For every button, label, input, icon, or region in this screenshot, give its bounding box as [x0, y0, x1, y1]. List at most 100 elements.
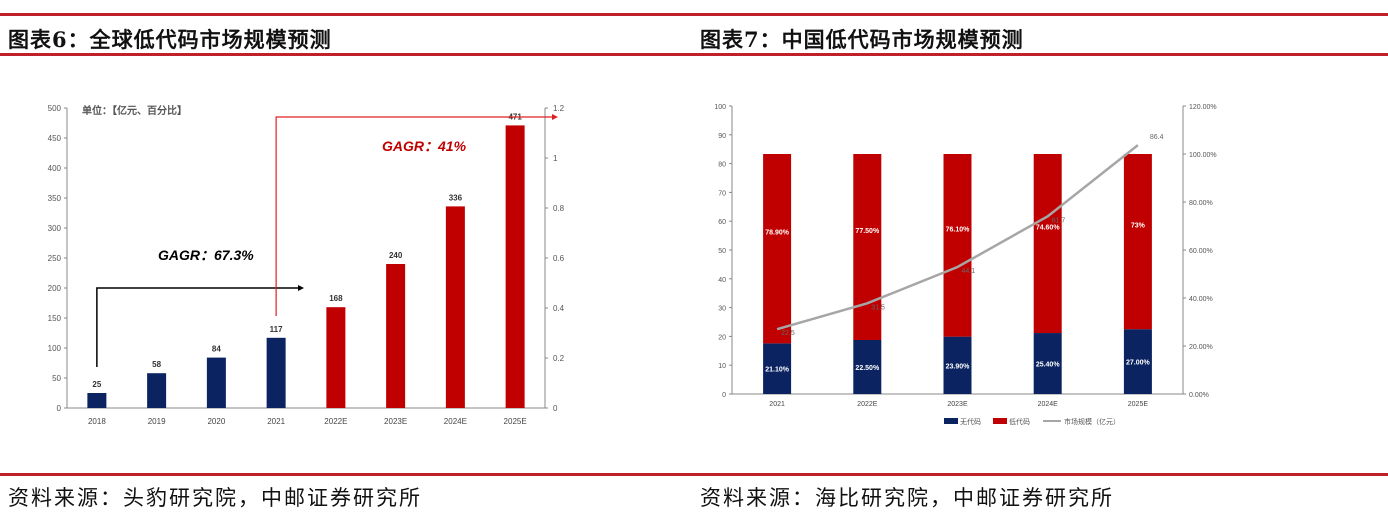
y2-tick-label: 100.00%	[1189, 152, 1217, 159]
x-tick-label: 2021	[267, 417, 285, 426]
cagr-label-2018-2021: GAGR：67.3%	[158, 247, 254, 263]
chart7-source: 资料来源：海比研究院，中邮证券研究所	[700, 486, 1114, 510]
arrow-head	[552, 114, 558, 120]
market-size-label: 31.5	[871, 304, 885, 311]
lowcode-share-label: 73%	[1131, 223, 1146, 230]
y2-tick-label: 20.00%	[1189, 344, 1213, 351]
x-tick-label: 2020	[207, 417, 225, 426]
y-tick-label: 500	[48, 104, 62, 113]
x-tick-label: 2023E	[947, 401, 968, 408]
bar-2025E	[505, 125, 525, 409]
legend-label-nocode: 无代码	[960, 417, 981, 426]
bar-lowcode-2024E	[1033, 154, 1062, 334]
cagr-arrow-2018-2021	[96, 287, 300, 367]
market-size-label: 44.1	[962, 268, 976, 275]
y-tick-label: 80	[718, 162, 726, 169]
bar-nocode-2022E	[853, 340, 882, 394]
x-tick-label: 2025E	[504, 417, 527, 426]
y-tick-label: 40	[718, 277, 726, 284]
y-tick-label: 200	[48, 284, 62, 293]
x-tick-label: 2022E	[324, 417, 347, 426]
arrow-head	[298, 285, 304, 291]
legend-swatch-lowcode	[993, 418, 1007, 424]
y2-tick-label: 0.4	[553, 304, 565, 313]
bar-value-label: 84	[212, 345, 221, 354]
bar-value-label: 25	[92, 380, 101, 389]
y-tick-label: 150	[48, 314, 62, 323]
y2-tick-label: 80.00%	[1189, 200, 1213, 207]
y-tick-label: 350	[48, 194, 62, 203]
y-tick-label: 50	[718, 248, 726, 255]
y-tick-label: 100	[48, 344, 62, 353]
y-tick-label: 300	[48, 224, 62, 233]
nocode-share-label: 22.50%	[855, 365, 880, 372]
lowcode-share-label: 77.50%	[855, 228, 880, 235]
y-tick-label: 0	[722, 392, 726, 399]
bar-lowcode-2025E	[1123, 154, 1152, 330]
bar-value-label: 240	[389, 251, 403, 260]
y-tick-label: 70	[718, 190, 726, 197]
nocode-share-label: 25.40%	[1036, 362, 1061, 369]
y-tick-label: 400	[48, 164, 62, 173]
y2-tick-label: 0.8	[553, 204, 565, 213]
legend-swatch-nocode	[944, 418, 958, 424]
legend-label-market-size: 市场规模（亿元）	[1064, 417, 1120, 426]
nocode-share-label: 21.10%	[765, 367, 790, 374]
y-tick-label: 250	[48, 254, 62, 263]
market-size-label: 86.4	[1150, 134, 1164, 141]
y2-tick-label: 120.00%	[1189, 104, 1217, 111]
chart6-title: 图表6：全球低代码市场规模预测	[8, 27, 332, 52]
bar-value-label: 168	[329, 294, 343, 303]
bar-2018	[87, 393, 107, 408]
bar-lowcode-2023E	[943, 154, 972, 337]
source-rule	[0, 473, 1388, 476]
x-tick-label: 2025E	[1128, 401, 1149, 408]
lowcode-share-label: 78.90%	[765, 230, 790, 237]
x-tick-label: 2022E	[857, 401, 878, 408]
y2-tick-label: 1.2	[553, 104, 565, 113]
bar-2019	[147, 373, 167, 408]
bar-2024E	[445, 206, 465, 408]
y-tick-label: 30	[718, 306, 726, 313]
market-size-label: 61.7	[1052, 217, 1066, 224]
y-tick-label: 90	[718, 133, 726, 140]
bar-2020	[206, 357, 226, 408]
cagr-label-2021-2025: GAGR：41%	[382, 138, 467, 154]
bar-nocode-2021	[763, 343, 792, 394]
y2-tick-label: 0.2	[553, 354, 565, 363]
y2-tick-label: 60.00%	[1189, 248, 1213, 255]
y2-tick-label: 1	[553, 154, 558, 163]
bar-2021	[266, 337, 286, 408]
y-tick-label: 20	[718, 334, 726, 341]
bar-nocode-2025E	[1123, 329, 1152, 394]
top-rule	[0, 13, 1388, 16]
x-tick-label: 2023E	[384, 417, 407, 426]
y2-tick-label: 0	[553, 404, 558, 413]
y2-tick-label: 0.00%	[1189, 392, 1209, 399]
bar-2022E	[326, 307, 346, 408]
x-tick-label: 2018	[88, 417, 106, 426]
market-size-line	[776, 144, 1139, 331]
bar-lowcode-2022E	[853, 154, 882, 340]
bar-lowcode-2021	[763, 154, 792, 344]
nocode-share-label: 27.00%	[1126, 360, 1151, 367]
nocode-share-label: 23.90%	[946, 363, 971, 370]
lowcode-share-label: 76.10%	[946, 226, 971, 233]
title-rule	[0, 53, 1388, 56]
y-tick-label: 10	[718, 363, 726, 370]
y2-tick-label: 0.6	[553, 254, 565, 263]
x-tick-label: 2024E	[444, 417, 467, 426]
y-tick-label: 60	[718, 219, 726, 226]
y-tick-label: 50	[52, 374, 61, 383]
chart6-source: 资料来源：头豹研究院，中邮证券研究所	[8, 486, 422, 510]
chart7-title: 图表7：中国低代码市场规模预测	[700, 27, 1024, 52]
bar-2023E	[386, 264, 406, 408]
x-tick-label: 2019	[148, 417, 166, 426]
bar-nocode-2023E	[943, 336, 972, 394]
bar-nocode-2024E	[1033, 333, 1062, 394]
cagr-arrow-2021-2025	[275, 116, 553, 316]
y-tick-label: 100	[714, 104, 726, 111]
x-tick-label: 2021	[769, 401, 785, 408]
